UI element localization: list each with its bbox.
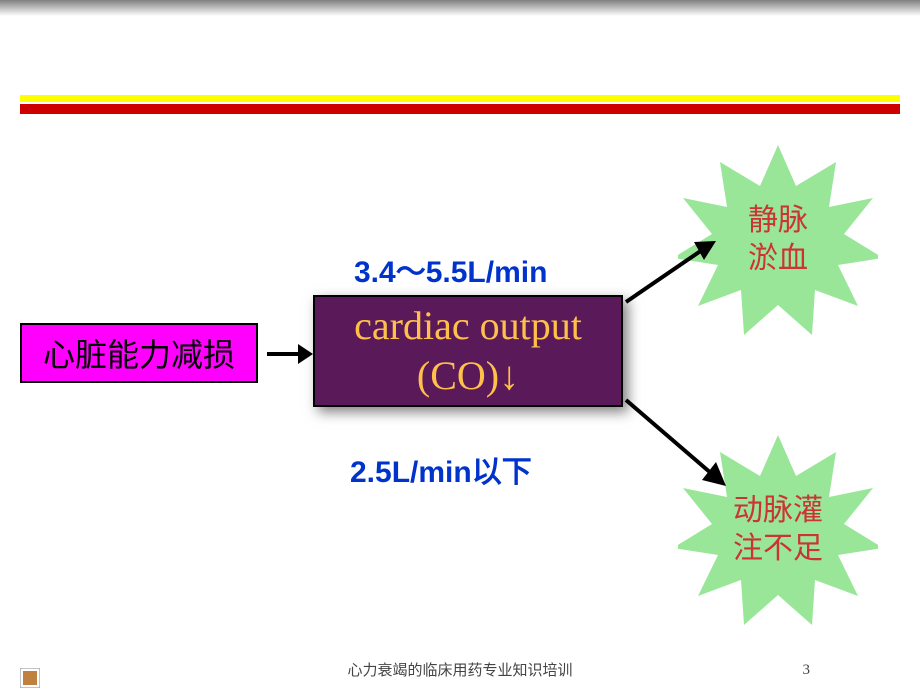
cardiac-output-line1: cardiac output bbox=[354, 301, 582, 351]
rule-line-yellow bbox=[20, 95, 900, 102]
source-box-text: 心脏能力减损 bbox=[43, 330, 235, 376]
star-top-line2: 淤血 bbox=[748, 240, 808, 278]
rule-line-red bbox=[20, 104, 900, 114]
star-top-line1: 静脉 bbox=[748, 202, 808, 240]
label-below: 2.5L/min以下 bbox=[350, 447, 532, 491]
arrow-co-to-star-top bbox=[624, 236, 724, 306]
arrow-co-to-star-bottom bbox=[624, 396, 734, 492]
arrow-source-to-co bbox=[265, 338, 315, 370]
cardiac-output-line2: (CO)↓ bbox=[417, 351, 519, 401]
footer-logo-icon bbox=[20, 668, 40, 688]
footer-title: 心力衰竭的临床用药专业知识培训 bbox=[0, 659, 920, 680]
star-bottom-line1: 动脉灌 bbox=[733, 492, 823, 530]
source-box: 心脏能力减损 bbox=[20, 323, 258, 383]
footer-page-number: 3 bbox=[803, 662, 811, 679]
star-bottom-line2: 注不足 bbox=[733, 530, 823, 568]
cardiac-output-box: cardiac output (CO)↓ bbox=[313, 295, 623, 407]
label-above: 3.4～5.5L/min bbox=[354, 247, 547, 291]
top-shadow bbox=[0, 0, 920, 16]
